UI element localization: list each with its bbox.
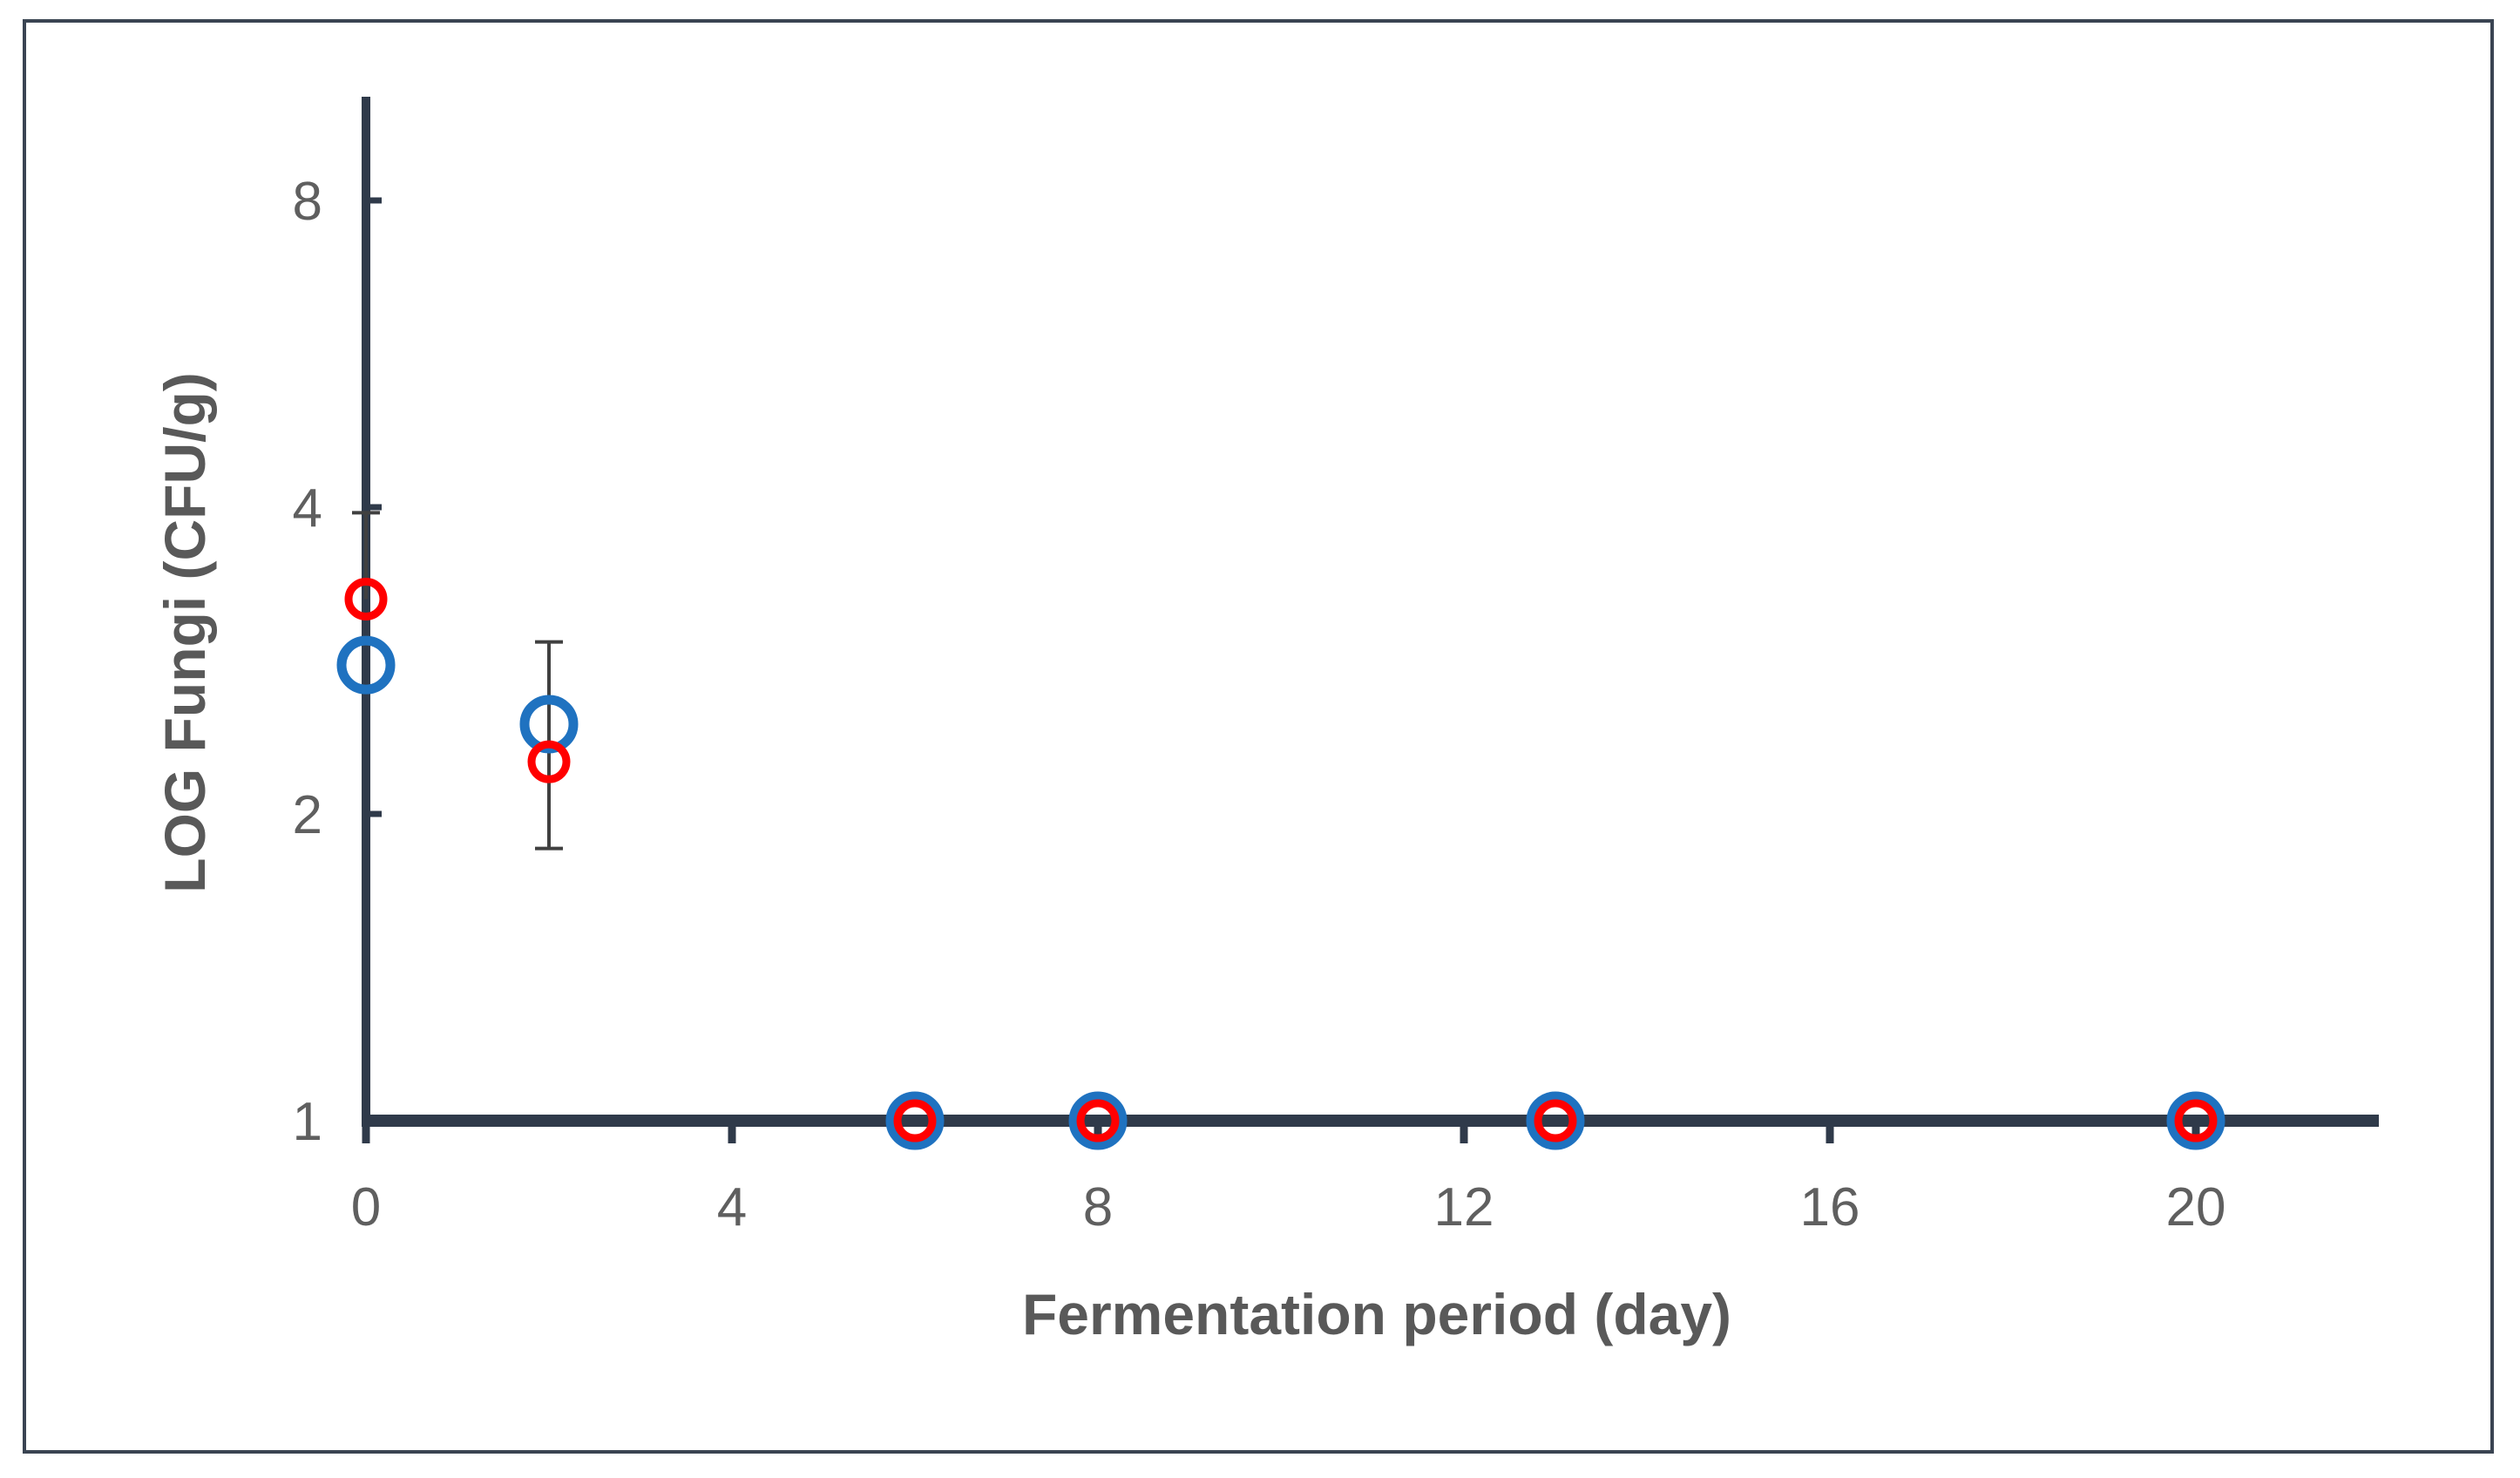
data-point-series-1 xyxy=(1526,1091,1585,1150)
data-point-series-2 xyxy=(2174,1099,2218,1142)
x-tick-label: 20 xyxy=(2166,1177,2226,1237)
data-point-series-2 xyxy=(1534,1099,1577,1142)
y-tick-label: 2 xyxy=(293,785,322,845)
x-tick-label: 8 xyxy=(1083,1177,1113,1237)
data-point-series-2 xyxy=(1076,1099,1120,1142)
data-markers xyxy=(336,577,2225,1150)
y-tick-label: 4 xyxy=(293,478,322,539)
data-point-series-1 xyxy=(1068,1091,1128,1150)
axes-layer xyxy=(362,97,2379,1143)
x-tick-label: 4 xyxy=(717,1177,747,1237)
y-tick-label: 8 xyxy=(293,172,322,232)
data-point-series-2 xyxy=(344,577,388,620)
x-tick-label: 12 xyxy=(1434,1177,1494,1237)
x-tick-label: 0 xyxy=(351,1177,381,1237)
data-point-series-1 xyxy=(519,695,579,754)
data-point-series-1 xyxy=(2166,1091,2225,1150)
data-point-series-2 xyxy=(527,740,571,783)
x-axis-title: Fermentation period (day) xyxy=(1022,1282,1731,1346)
y-tick-label: 1 xyxy=(293,1092,322,1152)
data-point-series-1 xyxy=(336,635,396,695)
chart-frame: 1 2 4 8 0 4 8 12 16 20 Fermentation period (day) … xyxy=(23,19,2494,1454)
y-axis-title: LOG Fungi (CFU/g) xyxy=(152,372,217,893)
data-point-series-2 xyxy=(893,1099,937,1142)
data-point-series-1 xyxy=(885,1091,945,1150)
x-tick-label: 16 xyxy=(1800,1177,1860,1237)
